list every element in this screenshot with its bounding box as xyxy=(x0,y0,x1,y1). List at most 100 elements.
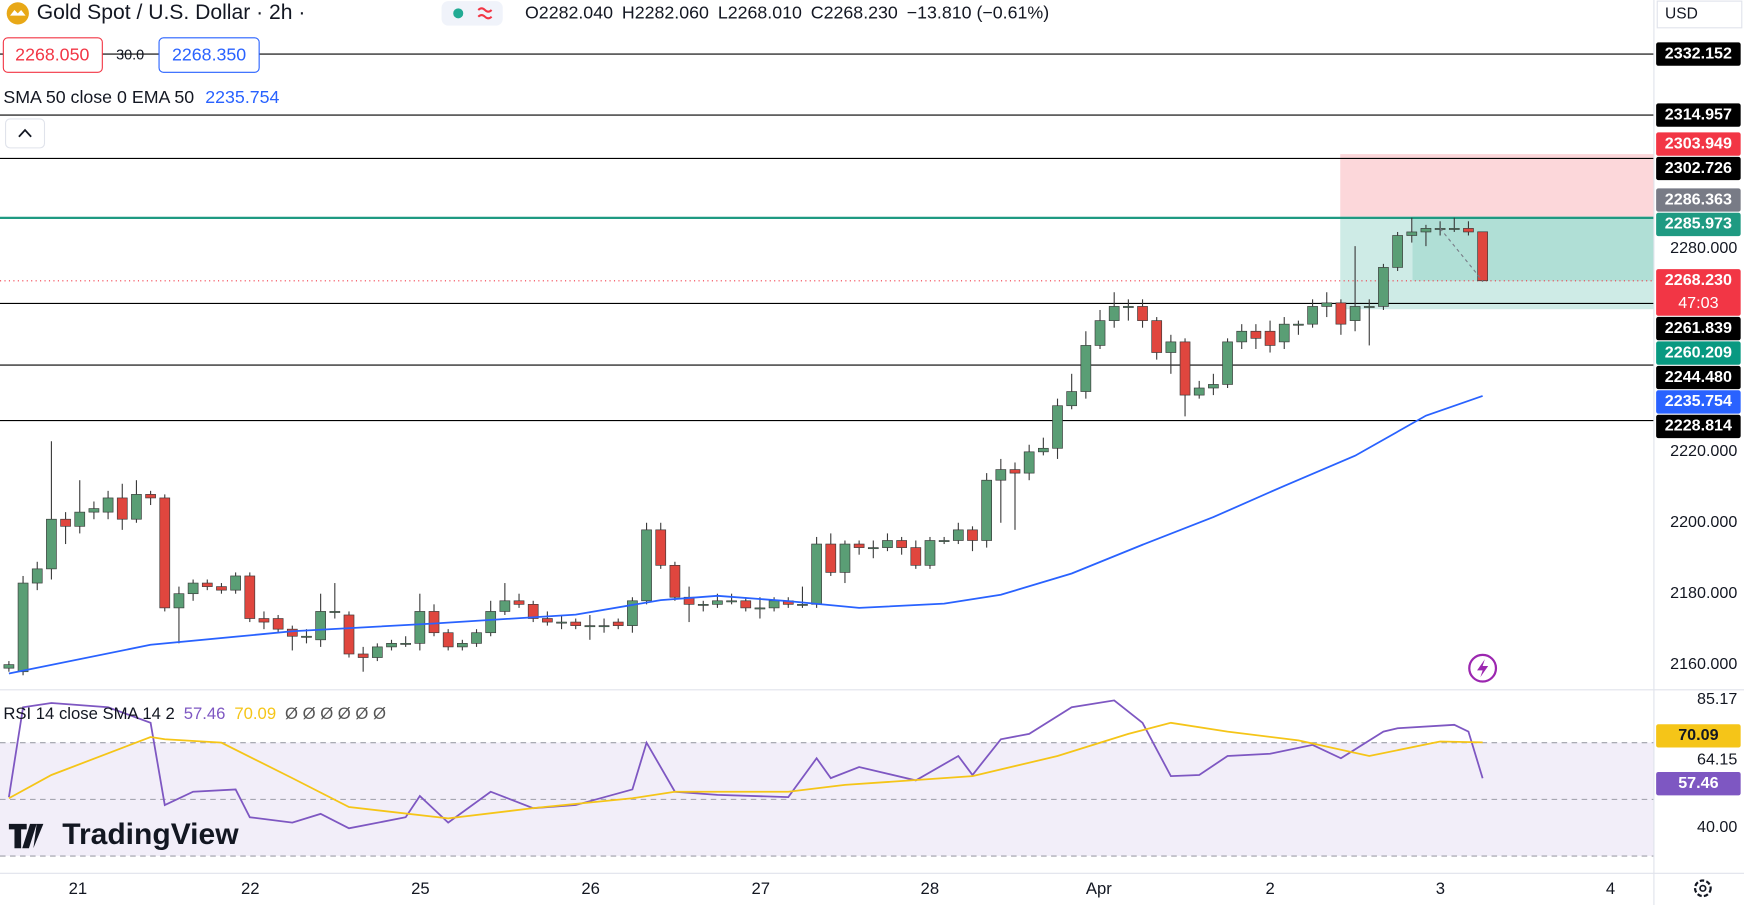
countdown: 47:03 xyxy=(1678,294,1718,312)
ohlc-value: L2268.010 xyxy=(718,2,802,22)
ema-label-bg xyxy=(1656,390,1741,414)
rsi-tick-label: 40.00 xyxy=(1697,818,1737,836)
position-label-bg xyxy=(1656,188,1741,212)
candle-body xyxy=(400,643,412,645)
x-tick-label: 22 xyxy=(241,879,260,898)
candle-body xyxy=(102,497,114,513)
position-label: 2286.363 xyxy=(1665,190,1732,208)
candle-body xyxy=(598,625,610,628)
level-label-bg xyxy=(1656,212,1741,237)
candle-body xyxy=(1463,228,1474,233)
current-price-label-bg xyxy=(1656,269,1741,316)
candle-body xyxy=(867,547,879,550)
buy-button[interactable] xyxy=(158,37,260,73)
candle-body xyxy=(31,568,43,584)
candle-body xyxy=(131,494,142,520)
candle-body xyxy=(1349,306,1361,321)
x-tick-label: 21 xyxy=(69,879,88,898)
rsi-line xyxy=(8,699,1484,830)
market-status[interactable] xyxy=(441,1,503,26)
alert-glyph xyxy=(1477,659,1489,678)
candle-body xyxy=(173,593,185,609)
level-label: 2261.839 xyxy=(1665,319,1732,337)
x-tick-label: 4 xyxy=(1606,879,1615,898)
candle-body xyxy=(839,543,851,573)
indicator-legend: SMA 50 close 0 EMA 50 2235.754 xyxy=(3,87,279,107)
position-label-bg xyxy=(1656,341,1741,365)
rsi-tick-label: 64.15 xyxy=(1697,751,1737,769)
candle-body xyxy=(1264,330,1276,346)
candle-body xyxy=(60,518,71,527)
rsi-value-label-bg xyxy=(1656,724,1741,748)
candle-body xyxy=(938,540,950,542)
candle-body xyxy=(414,611,426,644)
level-label-bg xyxy=(1656,365,1741,390)
candle-body xyxy=(499,600,511,612)
collapse-button[interactable] xyxy=(5,118,46,149)
candle-body xyxy=(230,575,241,591)
x-tick-label: 26 xyxy=(581,879,600,898)
candle-body xyxy=(655,529,667,566)
candle-body xyxy=(740,600,752,609)
stop-zone xyxy=(1340,154,1654,217)
candle-body xyxy=(1406,231,1418,236)
rsi-value: 57.46 xyxy=(184,704,226,723)
candle-body xyxy=(457,643,468,648)
candle-body xyxy=(924,540,936,566)
candle-body xyxy=(896,540,907,548)
symbol-title: Gold Spot / U.S. Dollar · 2h · xyxy=(37,1,306,24)
candle-body xyxy=(1392,235,1403,268)
y-tick-label: 2180.000 xyxy=(1670,584,1737,602)
currency: USD xyxy=(1665,6,1698,23)
x-tick-label: 27 xyxy=(752,879,771,898)
ema-label: 2235.754 xyxy=(1665,392,1732,410)
x-tick-label: Apr xyxy=(1086,879,1112,898)
candle-body xyxy=(811,543,822,605)
candle-body xyxy=(967,529,978,541)
candle-body xyxy=(159,497,171,609)
rsi-value-label-bg xyxy=(1656,772,1741,796)
candle-body xyxy=(1080,345,1092,392)
candle-body xyxy=(641,529,652,602)
indicator-value: 2235.754 xyxy=(205,87,279,107)
sell-price: 2268.050 xyxy=(15,44,89,64)
candle-body xyxy=(471,632,482,644)
candle-body xyxy=(527,604,539,619)
level-label: 2244.480 xyxy=(1665,368,1732,386)
candle-body xyxy=(145,494,156,499)
candle-body xyxy=(1321,302,1333,307)
candle-body xyxy=(1137,306,1148,321)
level-label: 2314.957 xyxy=(1665,105,1732,123)
position-label: 2260.209 xyxy=(1665,343,1732,361)
level-label: 2332.152 xyxy=(1665,44,1732,62)
candle-body xyxy=(1448,228,1460,230)
candle-body xyxy=(74,511,86,527)
rsi-value: 70.09 xyxy=(234,704,276,723)
candle-body xyxy=(88,508,100,513)
rsi-legend: RSI 14 close SMA 14 2 57.46 70.09 Ø Ø Ø Ø Ø… xyxy=(3,704,386,723)
candle-body xyxy=(1165,341,1177,353)
x-tick-label: 28 xyxy=(921,879,940,898)
candle-body xyxy=(612,621,624,626)
y-tick-label: 2160.000 xyxy=(1670,655,1737,673)
candle-body xyxy=(3,664,15,669)
ohlc-value: C2268.230 xyxy=(811,2,898,22)
candle-body xyxy=(825,543,837,573)
candle-body xyxy=(301,635,312,638)
position-path xyxy=(1439,228,1484,282)
candle-body xyxy=(797,604,808,606)
candle-body xyxy=(442,632,454,648)
candle-body xyxy=(1335,302,1347,325)
candle-body xyxy=(1307,306,1318,325)
candle-body xyxy=(1477,231,1488,282)
settings-icon[interactable] xyxy=(1693,879,1712,898)
sell-button[interactable] xyxy=(2,37,103,73)
candle-body xyxy=(46,518,57,570)
currency-button[interactable] xyxy=(1656,0,1743,29)
candle-body xyxy=(1023,451,1035,474)
ohlc-value: −13.810 (−0.61%) xyxy=(907,2,1049,22)
candle-body xyxy=(216,586,227,591)
candle-body xyxy=(669,564,681,598)
candle-body xyxy=(1363,306,1375,308)
